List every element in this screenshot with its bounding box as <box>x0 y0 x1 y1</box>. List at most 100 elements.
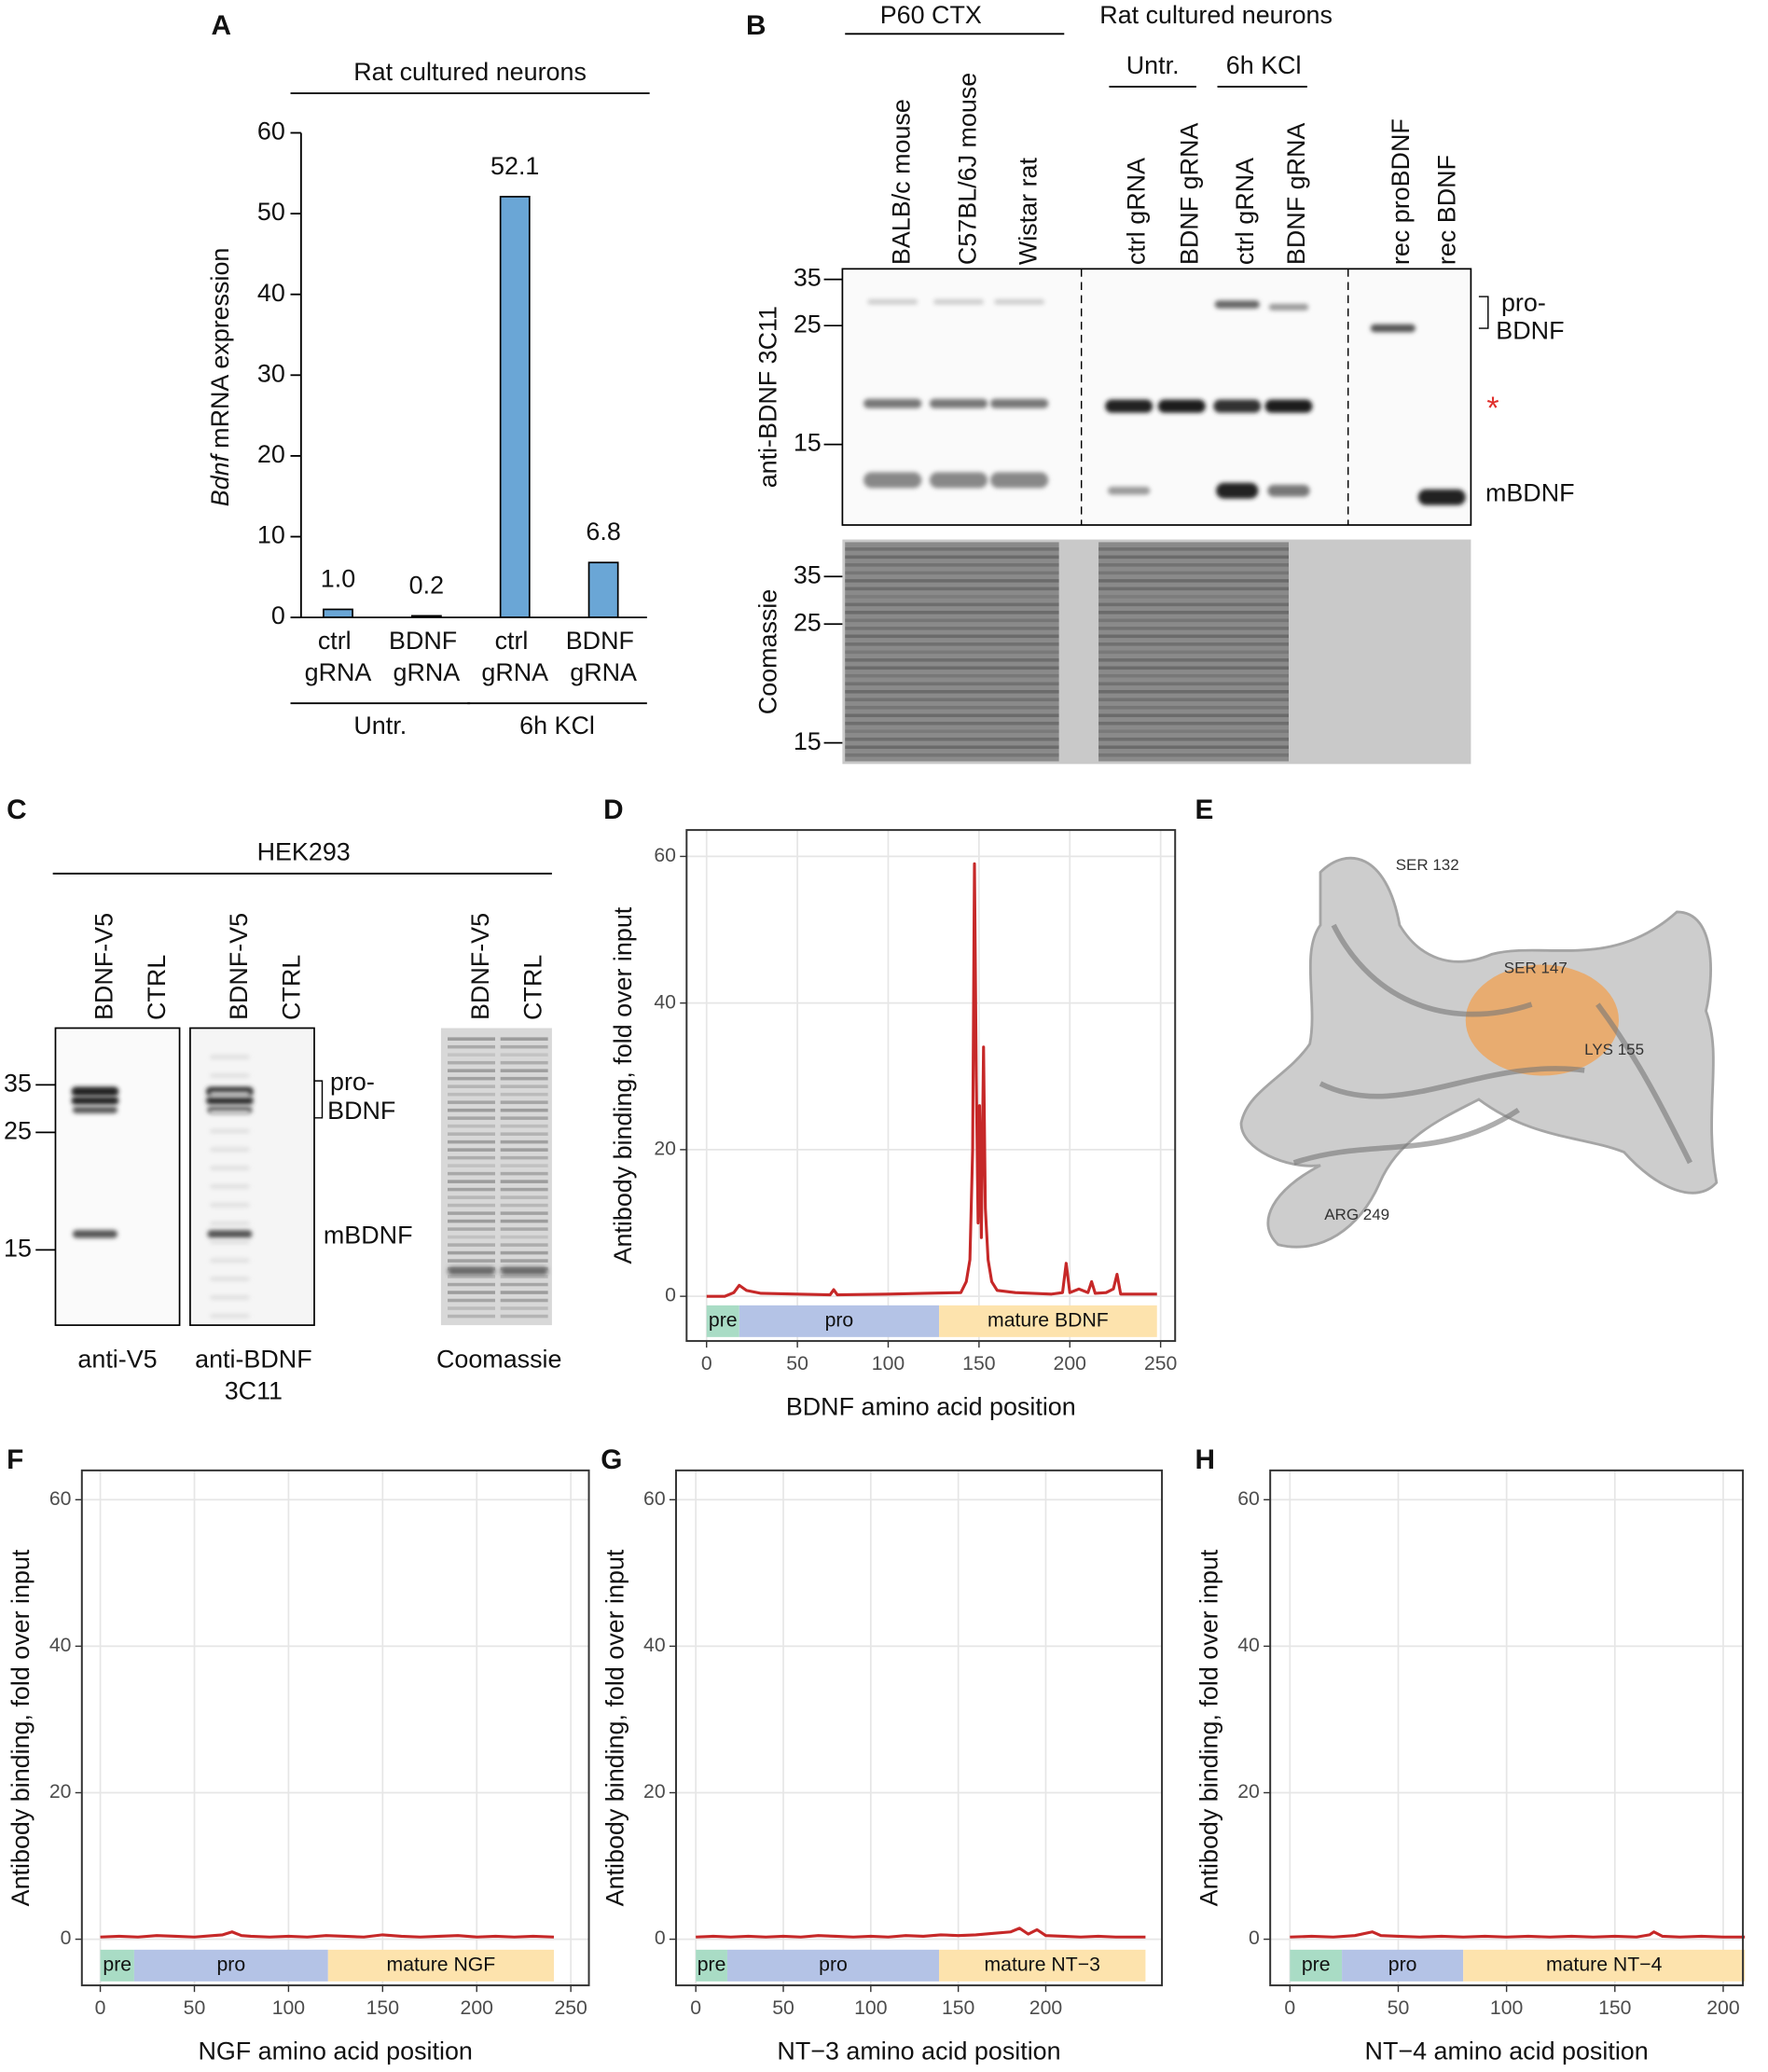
blot <box>54 1027 181 1326</box>
x-tick-label: ctrl gRNA <box>305 627 372 686</box>
plot-border <box>685 829 1177 1343</box>
stain-band <box>845 627 1059 630</box>
panel-letter: C <box>7 794 26 825</box>
x-tick-label: 50 <box>772 1997 794 2019</box>
mw-label: 35 <box>794 560 822 588</box>
blot-label: 3C11 <box>225 1376 283 1404</box>
y-tick-label: 30 <box>257 359 285 387</box>
stain-band <box>845 650 1059 655</box>
data-line <box>706 862 1157 1298</box>
x-tick-label: 250 <box>554 1997 587 2019</box>
stain-band <box>448 1282 495 1287</box>
band <box>210 1111 250 1115</box>
stain-band <box>845 602 1059 607</box>
stain-band <box>845 713 1059 718</box>
stain-band <box>500 1211 548 1215</box>
bar <box>499 196 531 618</box>
y-tick-label: 0 <box>271 601 285 629</box>
stain-band <box>845 753 1059 757</box>
y-tick-label: 40 <box>1237 1635 1260 1656</box>
stain-lane <box>1098 542 1289 762</box>
stain-blot <box>440 1028 552 1326</box>
domain-region <box>939 1949 1146 1982</box>
stain-band <box>1098 674 1289 678</box>
stain-band <box>845 737 1059 741</box>
mw-label: 15 <box>4 1234 32 1262</box>
x-axis-label: NGF amino acid position <box>198 2037 472 2065</box>
stain-band <box>500 1187 548 1192</box>
annotation: pro- <box>1501 289 1546 317</box>
band <box>210 1055 250 1059</box>
stain-band <box>1098 737 1289 741</box>
x-tick-label: 150 <box>366 1997 399 2019</box>
x-tick-label: 50 <box>1388 1997 1410 2019</box>
header: Untr. <box>1126 51 1180 79</box>
band <box>1370 324 1416 333</box>
domain-region <box>327 1949 554 1982</box>
protein-surface <box>1239 856 1719 1249</box>
band <box>989 472 1049 489</box>
stain-band <box>845 618 1059 623</box>
stain-band <box>500 1108 548 1112</box>
stain-band <box>448 1219 495 1223</box>
stain-band <box>1098 729 1289 734</box>
stain-band <box>500 1069 548 1072</box>
band <box>207 1230 253 1238</box>
epitope <box>1465 964 1619 1076</box>
value-label: 1.0 <box>321 564 355 592</box>
blot <box>189 1027 315 1326</box>
stain-band <box>448 1171 495 1176</box>
stain-band <box>845 587 1059 591</box>
group-label: Untr. <box>353 711 407 739</box>
y-tick-label: 0 <box>655 1927 666 1949</box>
stain-band <box>448 1116 495 1120</box>
panel-letter: G <box>601 1444 622 1475</box>
stain-band <box>500 1155 548 1160</box>
header: Rat cultured neurons <box>353 58 587 86</box>
band <box>500 1266 548 1276</box>
stain-band <box>500 1195 548 1199</box>
band <box>210 1184 250 1189</box>
plot-bg <box>81 1470 589 1986</box>
band <box>210 1295 250 1300</box>
band <box>989 398 1049 408</box>
y-tick-label: 0 <box>665 1285 676 1306</box>
stain-band <box>845 745 1059 750</box>
band <box>1108 486 1151 495</box>
panel-b: B P60 CTX Rat cultured neurons Untr. 6h … <box>746 1 1575 765</box>
stain-band <box>845 611 1059 615</box>
domain-label: pre <box>698 1954 726 1975</box>
y-tick-label: 60 <box>643 1488 666 1510</box>
band <box>1214 300 1260 309</box>
stain-band <box>1098 682 1289 686</box>
blot-label: anti-BDNF 3C11 <box>754 306 782 488</box>
stain-band <box>448 1108 495 1112</box>
plot-border <box>80 1469 590 1987</box>
stain-band <box>448 1100 495 1104</box>
stain-band <box>500 1282 548 1287</box>
stain-band <box>500 1044 548 1049</box>
band <box>1213 399 1262 413</box>
band <box>71 1086 119 1097</box>
value-label: 52.1 <box>490 152 539 180</box>
stain-band <box>448 1298 495 1303</box>
x-axis-label: BDNF amino acid position <box>786 1392 1076 1420</box>
band <box>1157 399 1206 413</box>
panel-c: C HEK293 pro- BDNF mBDNF anti-V5 anti-BD… <box>7 794 561 1404</box>
mw-label: 35 <box>4 1070 32 1098</box>
stain-band <box>500 1116 548 1120</box>
x-tick-label: 0 <box>95 1997 106 2019</box>
stain-band <box>448 1164 495 1167</box>
stain-band <box>500 1306 548 1310</box>
band <box>863 398 922 408</box>
lane-label: BDNF-V5 <box>225 913 253 1020</box>
x-tick-label: 200 <box>1054 1353 1086 1374</box>
x-tick-label: 100 <box>1490 1997 1523 2019</box>
y-axis-label: Antibody binding, fold over input <box>609 906 637 1264</box>
mw-label: 35 <box>794 264 822 292</box>
y-tick-label: 20 <box>49 1781 72 1803</box>
stain-band <box>448 1306 495 1310</box>
bands <box>863 298 1466 505</box>
x-tick-label: 0 <box>690 1997 701 2019</box>
